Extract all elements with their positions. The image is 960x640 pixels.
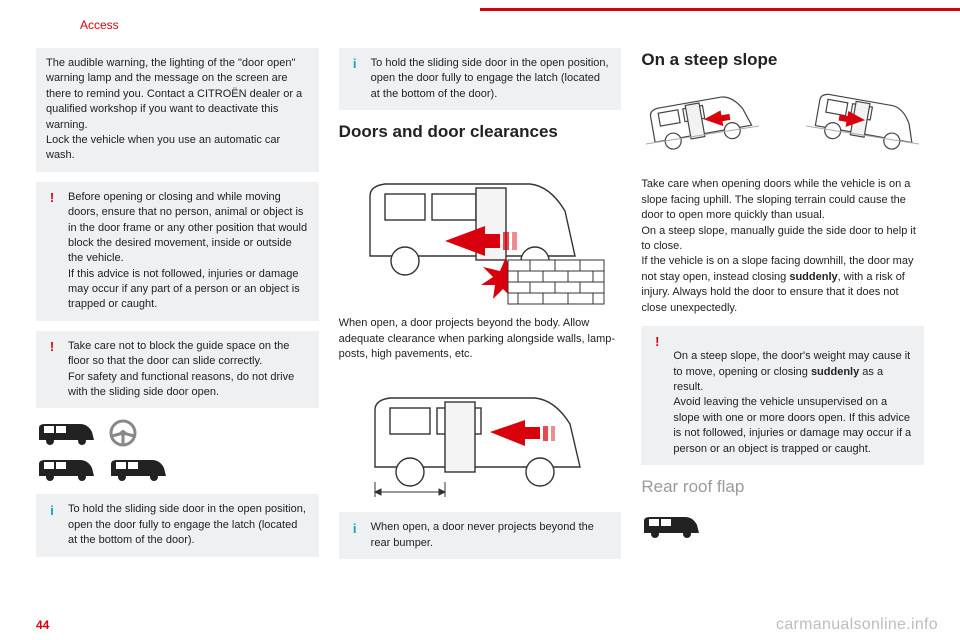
body-steep-slope: Take care when opening doors while the v… bbox=[641, 162, 924, 316]
body-part1: Take care when opening doors while the v… bbox=[641, 178, 916, 282]
warning-slope-weight: ! On a steep slope, the door's weight ma… bbox=[641, 326, 924, 465]
note-text: The audible warning, the lighting of the… bbox=[46, 57, 302, 161]
heading-rear-roof-flap: Rear roof flap bbox=[641, 477, 924, 497]
note-text: To hold the sliding side door in the ope… bbox=[68, 503, 306, 546]
columns: The audible warning, the lighting of the… bbox=[36, 48, 924, 608]
figure-van-silhouettes bbox=[36, 418, 319, 484]
van-silhouette-icon bbox=[36, 454, 98, 484]
caption-clearance: When open, a door projects beyond the bo… bbox=[339, 316, 622, 362]
warn-bold: suddenly bbox=[811, 366, 859, 378]
info-rear-bumper: i When open, a door never projects beyon… bbox=[339, 512, 622, 559]
info-icon: i bbox=[347, 520, 363, 536]
van-downhill-icon bbox=[804, 86, 924, 150]
van-uphill-icon bbox=[641, 86, 761, 150]
note-text: Take care not to block the guide space o… bbox=[68, 340, 294, 398]
warning-guide-space: ! Take care not to block the guide space… bbox=[36, 331, 319, 409]
body-bold: suddenly bbox=[789, 271, 837, 283]
figure-door-rear-projection bbox=[339, 372, 622, 502]
warn-part2: as a result. Avoid leaving the vehicle u… bbox=[673, 366, 911, 455]
header-red-line bbox=[480, 8, 960, 11]
figure-slope-vans bbox=[641, 84, 924, 152]
column-3: On a steep slope bbox=[641, 48, 924, 608]
steering-wheel-icon bbox=[108, 418, 138, 448]
heading-doors-clearances: Doors and door clearances bbox=[339, 122, 622, 142]
figure-door-clearance-wall bbox=[339, 156, 622, 306]
column-1: The audible warning, the lighting of the… bbox=[36, 48, 319, 608]
van-silhouette-icon bbox=[108, 454, 170, 484]
heading-steep-slope: On a steep slope bbox=[641, 50, 924, 70]
section-name: Access bbox=[80, 18, 119, 32]
figure-van-silhouette bbox=[641, 511, 924, 541]
column-2: i To hold the sliding side door in the o… bbox=[339, 48, 622, 608]
manual-page: Access The audible warning, the lighting… bbox=[0, 0, 960, 640]
warning-before-opening: ! Before opening or closing and while mo… bbox=[36, 182, 319, 321]
exclamation-icon: ! bbox=[44, 339, 60, 355]
exclamation-icon: ! bbox=[44, 190, 60, 206]
van-silhouette-icon bbox=[641, 511, 703, 541]
topbar bbox=[0, 0, 960, 10]
info-icon: i bbox=[44, 502, 60, 518]
note-audible-warning: The audible warning, the lighting of the… bbox=[36, 48, 319, 172]
note-text: When open, a door never projects beyond … bbox=[371, 521, 594, 548]
note-text: Before opening or closing and while movi… bbox=[68, 191, 307, 311]
info-hold-door-open: i To hold the sliding side door in the o… bbox=[339, 48, 622, 110]
watermark: carmanualsonline.info bbox=[776, 616, 938, 634]
van-silhouette-icon bbox=[36, 418, 98, 448]
note-text: On a steep slope, the door's weight may … bbox=[673, 350, 911, 454]
info-hold-door-open: i To hold the sliding side door in the o… bbox=[36, 494, 319, 556]
exclamation-icon: ! bbox=[649, 334, 665, 350]
info-icon: i bbox=[347, 56, 363, 72]
page-number: 44 bbox=[36, 618, 49, 632]
note-text: To hold the sliding side door in the ope… bbox=[371, 57, 609, 100]
